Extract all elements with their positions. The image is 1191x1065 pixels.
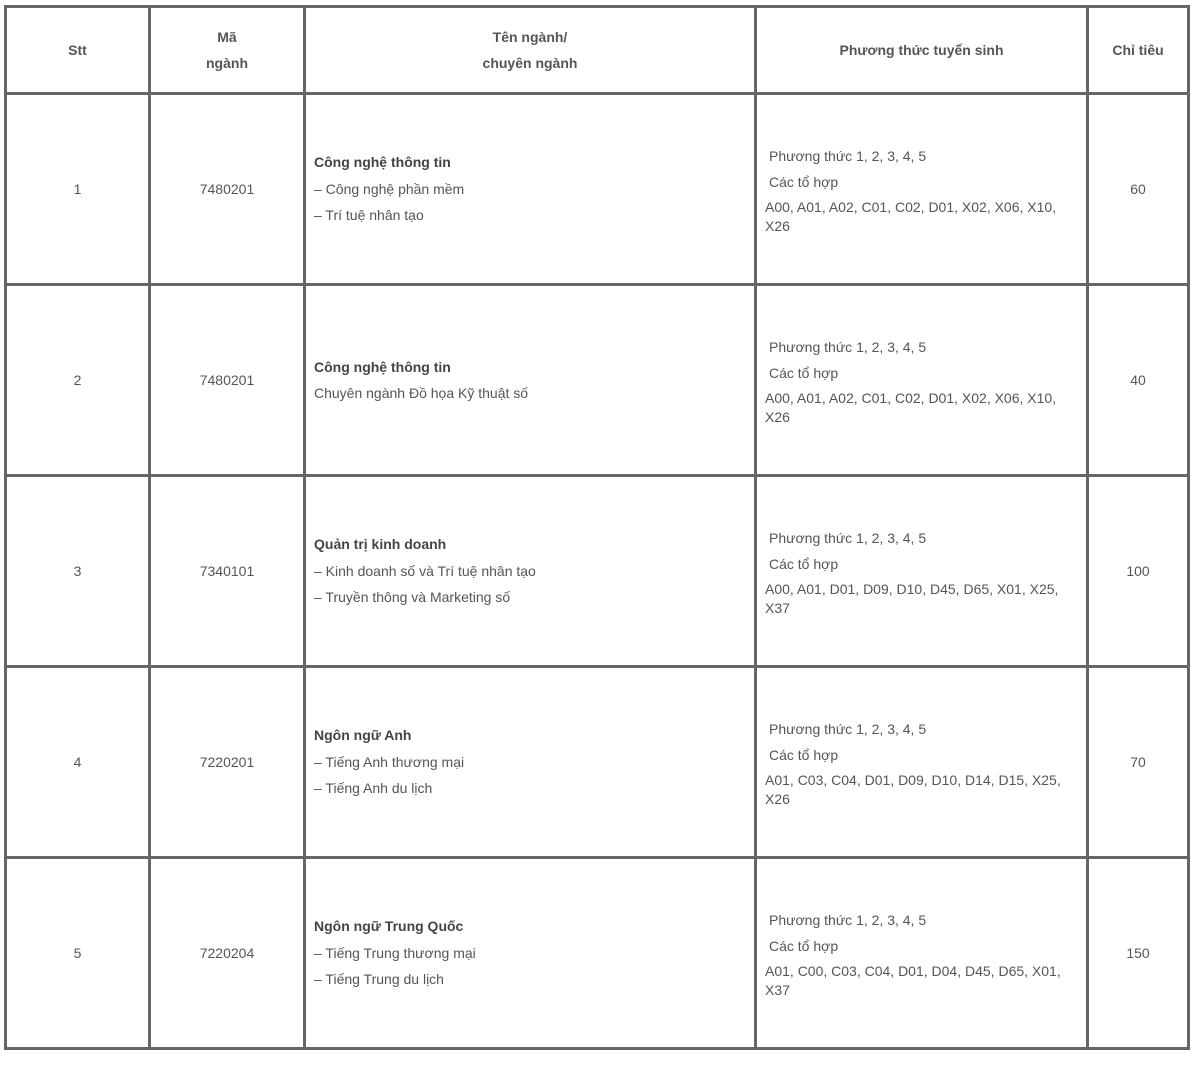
cell-ma-nganh: 7220204	[148, 856, 306, 1050]
table-row: 3 7340101 Quản trị kinh doanh – Kinh doa…	[4, 474, 1190, 668]
admission-table: Stt Mã ngành Tên ngành/chuyên ngành Phươn…	[4, 5, 1190, 1050]
combo-label: Các tổ hợp	[769, 556, 839, 572]
combo-list: A00, A01, D01, D09, D10, D45, D65, X01, …	[765, 580, 1059, 616]
header-ten-line1: Tên ngành/	[492, 29, 568, 45]
cell-ma-nganh: 7480201	[148, 92, 306, 286]
combo-label: Các tổ hợp	[769, 747, 839, 763]
cell-ma-nganh: 7220201	[148, 665, 306, 859]
header-ma-line2: ngành	[206, 55, 248, 71]
cell-chi-tieu: 150	[1086, 856, 1190, 1050]
specialization: – Tiếng Anh thương mại	[314, 753, 465, 770]
table-row: 1 7480201 Công nghệ thông tin – Công ngh…	[4, 92, 1190, 286]
table-row: 2 7480201 Công nghệ thông tin Chuyên ngà…	[4, 283, 1190, 477]
header-stt: Stt	[4, 5, 151, 95]
cell-chi-tieu: 70	[1086, 665, 1190, 859]
major-title: Quản trị kinh doanh	[314, 536, 447, 553]
cell-ten-nganh: Công nghệ thông tin Chuyên ngành Đồ họa …	[303, 283, 757, 477]
header-phuong-thuc: Phương thức tuyển sinh	[754, 5, 1089, 95]
specialization: – Tiếng Trung thương mại	[314, 944, 476, 961]
table-header-row: Stt Mã ngành Tên ngành/chuyên ngành Phươn…	[4, 5, 1190, 95]
method-text: Phương thức 1, 2, 3, 4, 5	[769, 529, 927, 546]
major-title: Ngôn ngữ Trung Quốc	[314, 918, 464, 935]
combo-list: A01, C00, C03, C04, D01, D04, D45, D65, …	[765, 962, 1061, 998]
major-title: Công nghệ thông tin	[314, 154, 451, 171]
combo-list: A00, A01, A02, C01, C02, D01, X02, X06, …	[765, 389, 1057, 425]
cell-ten-nganh: Quản trị kinh doanh – Kinh doanh số và T…	[303, 474, 757, 668]
specialization: – Truyền thông và Marketing số	[314, 589, 511, 606]
specialization: – Tiếng Anh du lịch	[314, 780, 433, 797]
header-ma-nganh: Mã ngành	[148, 5, 306, 95]
combo-list: A00, A01, A02, C01, C02, D01, X02, X06, …	[765, 198, 1057, 234]
combo-label: Các tổ hợp	[769, 174, 839, 190]
header-ma-line1: Mã	[217, 29, 237, 45]
specialization: – Tiếng Trung du lịch	[314, 971, 444, 988]
cell-phuong-thuc: Phương thức 1, 2, 3, 4, 5 Các tổ hợp A00…	[754, 474, 1089, 668]
cell-ma-nganh: 7340101	[148, 474, 306, 668]
specialization: – Kinh doanh số và Trí tuệ nhân tạo	[314, 562, 536, 579]
cell-stt: 4	[4, 665, 151, 859]
method-text: Phương thức 1, 2, 3, 4, 5	[769, 338, 927, 355]
table-row: 4 7220201 Ngôn ngữ Anh – Tiếng Anh thươn…	[4, 665, 1190, 859]
cell-stt: 5	[4, 856, 151, 1050]
cell-ma-nganh: 7480201	[148, 283, 306, 477]
header-ten-line2: chuyên ngành	[482, 55, 578, 71]
specialization: – Công nghệ phần mềm	[314, 180, 465, 197]
method-text: Phương thức 1, 2, 3, 4, 5	[769, 147, 927, 164]
table-row: 5 7220204 Ngôn ngữ Trung Quốc – Tiếng Tr…	[4, 856, 1190, 1050]
specialization: – Trí tuệ nhân tạo	[314, 207, 424, 224]
cell-ten-nganh: Ngôn ngữ Trung Quốc – Tiếng Trung thương…	[303, 856, 757, 1050]
method-text: Phương thức 1, 2, 3, 4, 5	[769, 911, 927, 928]
combo-label: Các tổ hợp	[769, 365, 839, 381]
cell-phuong-thuc: Phương thức 1, 2, 3, 4, 5 Các tổ hợp A00…	[754, 283, 1089, 477]
cell-chi-tieu: 100	[1086, 474, 1190, 668]
cell-ten-nganh: Công nghệ thông tin – Công nghệ phần mềm…	[303, 92, 757, 286]
specialization: Chuyên ngành Đồ họa Kỹ thuật số	[314, 385, 529, 401]
cell-phuong-thuc: Phương thức 1, 2, 3, 4, 5 Các tổ hợp A01…	[754, 856, 1089, 1050]
cell-ten-nganh: Ngôn ngữ Anh – Tiếng Anh thương mại – Ti…	[303, 665, 757, 859]
major-title: Công nghệ thông tin	[314, 358, 451, 375]
header-ten-nganh: Tên ngành/chuyên ngành	[303, 5, 757, 95]
cell-stt: 3	[4, 474, 151, 668]
major-title: Ngôn ngữ Anh	[314, 727, 412, 744]
cell-stt: 2	[4, 283, 151, 477]
method-text: Phương thức 1, 2, 3, 4, 5	[769, 720, 927, 737]
cell-phuong-thuc: Phương thức 1, 2, 3, 4, 5 Các tổ hợp A00…	[754, 92, 1089, 286]
combo-list: A01, C03, C04, D01, D09, D10, D14, D15, …	[765, 771, 1061, 807]
cell-stt: 1	[4, 92, 151, 286]
cell-chi-tieu: 60	[1086, 92, 1190, 286]
combo-label: Các tổ hợp	[769, 938, 839, 954]
cell-chi-tieu: 40	[1086, 283, 1190, 477]
header-chi-tieu: Chỉ tiêu	[1086, 5, 1190, 95]
cell-phuong-thuc: Phương thức 1, 2, 3, 4, 5 Các tổ hợp A01…	[754, 665, 1089, 859]
